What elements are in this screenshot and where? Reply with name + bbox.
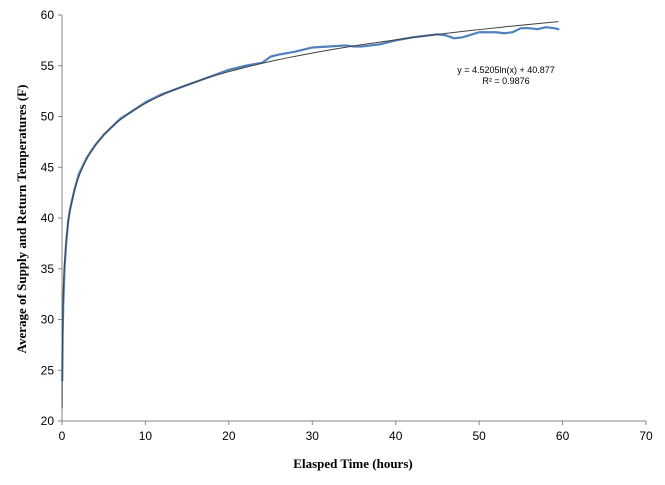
x-tick-label: 20 bbox=[222, 429, 236, 443]
y-tick-label: 55 bbox=[41, 59, 55, 73]
x-tick-label: 0 bbox=[59, 429, 66, 443]
x-tick-label: 30 bbox=[306, 429, 320, 443]
data-series-line bbox=[61, 26, 560, 382]
y-tick-label: 60 bbox=[41, 8, 55, 22]
y-tick-label: 35 bbox=[41, 262, 55, 276]
y-tick-label: 45 bbox=[41, 160, 55, 174]
x-tick-label: 70 bbox=[639, 429, 653, 443]
tick-labels: 20 25 30 35 40 45 50 55 60 0 10 20 30 40 50 60 70 bbox=[41, 8, 653, 443]
trendline-r-squared: R² = 0.9876 bbox=[482, 76, 529, 86]
y-tick-label: 40 bbox=[41, 211, 55, 225]
x-tick-label: 40 bbox=[389, 429, 403, 443]
y-tick-label: 25 bbox=[41, 363, 55, 377]
y-tick-label: 30 bbox=[41, 313, 55, 327]
trendline-equation: y = 4.5205ln(x) + 40.877 bbox=[457, 65, 555, 75]
y-axis-title: Average of Supply and Return Temperature… bbox=[14, 85, 29, 354]
trendline bbox=[61, 21, 559, 409]
x-axis-title: Elasped Time (hours) bbox=[293, 456, 412, 471]
x-tick-label: 60 bbox=[556, 429, 570, 443]
x-tick-label: 50 bbox=[472, 429, 486, 443]
x-tick-label: 10 bbox=[139, 429, 153, 443]
plot-area bbox=[58, 14, 647, 425]
y-tick-label: 50 bbox=[41, 110, 55, 124]
y-tick-label: 20 bbox=[41, 414, 55, 428]
